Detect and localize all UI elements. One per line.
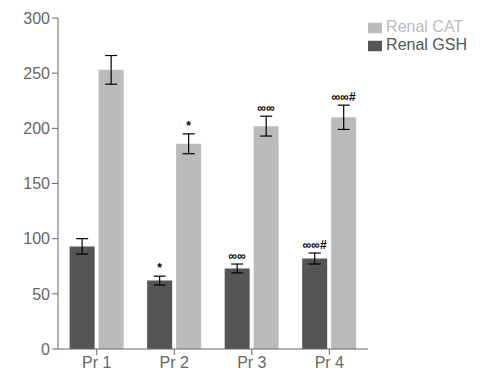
svg-text:200: 200 [23,120,50,137]
svg-text:250: 250 [23,65,50,82]
svg-text:Pr 4: Pr 4 [315,354,344,371]
svg-text:100: 100 [23,230,50,247]
svg-text:Pr 2: Pr 2 [160,354,189,371]
svg-text:∞∞#: ∞∞# [303,238,327,252]
svg-text:*: * [186,119,191,133]
svg-text:∞∞#: ∞∞# [332,90,356,104]
svg-text:*: * [157,261,162,275]
svg-text:Pr 1: Pr 1 [82,354,111,371]
html-text:Renal CAT: Renal CAT [386,18,464,35]
svg-text:∞∞: ∞∞ [258,101,275,115]
svg-text:∞∞: ∞∞ [229,249,246,263]
svg-text:150: 150 [23,175,50,192]
html-text:Renal GSH: Renal GSH [386,36,467,53]
svg-text:0: 0 [41,341,50,358]
svg-text:50: 50 [32,286,50,303]
svg-text:300: 300 [23,10,50,27]
svg-text:Pr 3: Pr 3 [237,354,266,371]
